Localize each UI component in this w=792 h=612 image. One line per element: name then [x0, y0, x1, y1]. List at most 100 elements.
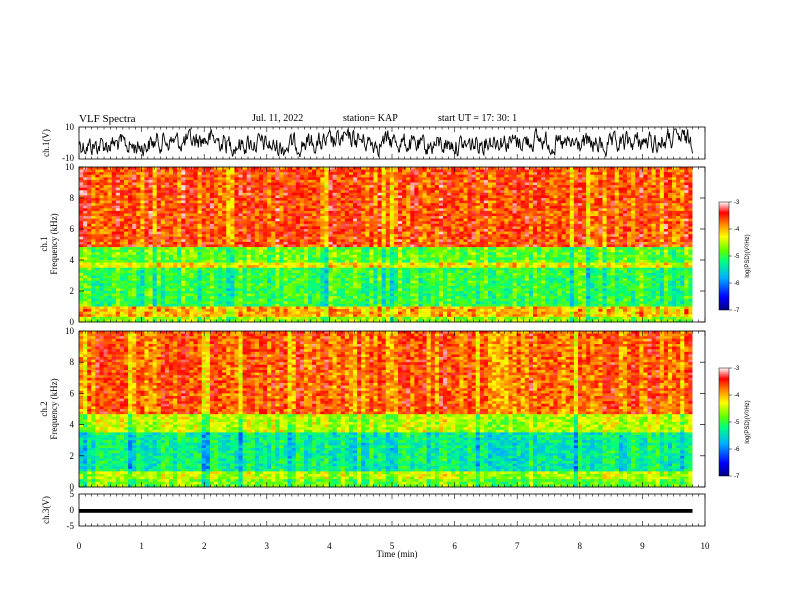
spectrogram-cell	[288, 237, 292, 240]
spectrogram-cell	[308, 247, 312, 250]
spectrogram-cell	[459, 188, 463, 191]
spectrogram-cell	[95, 208, 99, 211]
spectrogram-cell	[296, 250, 300, 253]
spectrogram-cell	[545, 237, 549, 240]
spectrogram-cell	[247, 203, 251, 206]
spectrogram-cell	[398, 237, 402, 240]
spectrogram-cell	[259, 250, 263, 253]
spectrogram-cell	[652, 201, 656, 204]
spectrogram-cell	[112, 183, 116, 186]
spectrogram-cell	[611, 234, 615, 237]
spectrogram-cell	[279, 185, 283, 188]
spectrogram-cell	[369, 237, 373, 240]
spectrogram-cell	[484, 229, 488, 232]
spectrogram-cell	[308, 250, 312, 253]
spectrogram-cell	[386, 201, 390, 204]
spectrogram-cell	[410, 183, 414, 186]
spectrogram-cell	[627, 167, 631, 170]
spectrogram-cell	[120, 206, 124, 209]
spectrogram-cell	[652, 237, 656, 240]
spectrogram-cell	[304, 242, 308, 245]
spectrogram-cell	[128, 177, 132, 180]
spectrogram-cell	[480, 219, 484, 222]
spectrogram-cell	[459, 193, 463, 196]
spectrogram-cell	[435, 183, 439, 186]
spectrogram-cell	[480, 190, 484, 193]
spectrogram-cell	[549, 170, 553, 173]
spectrogram-cell	[382, 224, 386, 227]
spectrogram-cell	[153, 198, 157, 201]
spectrogram-cell	[627, 234, 631, 237]
spectrogram-cell	[590, 224, 594, 227]
spectrogram-cell	[136, 252, 140, 255]
spectrogram-cell	[668, 195, 672, 198]
spectrogram-cell	[647, 224, 651, 227]
spectrogram-cell	[423, 211, 427, 214]
spectrogram-cell	[476, 250, 480, 253]
spectrogram-cell	[652, 190, 656, 193]
spectrogram-cell	[333, 193, 337, 196]
spectrogram-cell	[353, 203, 357, 206]
spectrogram-cell	[136, 219, 140, 222]
spectrogram-cell	[451, 203, 455, 206]
spectrogram-cell	[472, 203, 476, 206]
spectrogram-cell	[443, 172, 447, 175]
spectrogram-cell	[652, 175, 656, 178]
spectrogram-cell	[161, 175, 165, 178]
spectrogram-cell	[410, 193, 414, 196]
spectrogram-cell	[198, 214, 202, 217]
spectrogram-cell	[496, 180, 500, 183]
spectrogram-cell	[402, 224, 406, 227]
spectrogram-cell	[566, 175, 570, 178]
spectrogram-cell	[423, 172, 427, 175]
spectrogram-cell	[353, 219, 357, 222]
spectrogram-cell	[582, 250, 586, 253]
spectrogram-cell	[378, 175, 382, 178]
spectrogram-cell	[594, 208, 598, 211]
spectrogram-cell	[275, 208, 279, 211]
spectrogram-cell	[239, 201, 243, 204]
spectrogram-cell	[688, 247, 692, 250]
spectrogram-cell	[87, 208, 91, 211]
spectrogram-cell	[210, 216, 214, 219]
spectrogram-cell	[672, 232, 676, 235]
spectrogram-cell	[87, 221, 91, 224]
spectrogram-cell	[566, 170, 570, 173]
spectrogram-cell	[418, 214, 422, 217]
spectrogram-cell	[574, 188, 578, 191]
spectrogram-cell	[480, 214, 484, 217]
spectrogram-cell	[643, 170, 647, 173]
spectrogram-cell	[153, 203, 157, 206]
spectrogram-cell	[239, 219, 243, 222]
spectrogram-cell	[652, 232, 656, 235]
spectrogram-cell	[357, 175, 361, 178]
spectrogram-cell	[521, 177, 525, 180]
spectrogram-cell	[247, 183, 251, 186]
spectrogram-cell	[496, 214, 500, 217]
spectrogram-cell	[488, 190, 492, 193]
spectrogram-cell	[459, 198, 463, 201]
spectrogram-cell	[402, 185, 406, 188]
spectrogram-cell	[202, 250, 206, 253]
spectrogram-cell	[668, 170, 672, 173]
spectrogram-cell	[594, 247, 598, 250]
spectrogram-cell	[586, 232, 590, 235]
spectrogram-cell	[468, 232, 472, 235]
spectrogram-cell	[578, 232, 582, 235]
spectrogram-cell	[566, 234, 570, 237]
spectrogram-cell	[210, 219, 214, 222]
spectrogram-cell	[132, 170, 136, 173]
spectrogram-cell	[165, 180, 169, 183]
spectrogram-cell	[414, 183, 418, 186]
spectrogram-cell	[104, 195, 108, 198]
spectrogram-cell	[656, 211, 660, 214]
spectrogram-cell	[468, 226, 472, 229]
spectrogram-cell	[427, 247, 431, 250]
spectrogram-cell	[545, 221, 549, 224]
spectrogram-cell	[333, 188, 337, 191]
spectrogram-cell	[316, 221, 320, 224]
spectrogram-cell	[255, 188, 259, 191]
spectrogram-cell	[239, 221, 243, 224]
spectrogram-cell	[656, 175, 660, 178]
spectrogram-cell	[165, 242, 169, 245]
